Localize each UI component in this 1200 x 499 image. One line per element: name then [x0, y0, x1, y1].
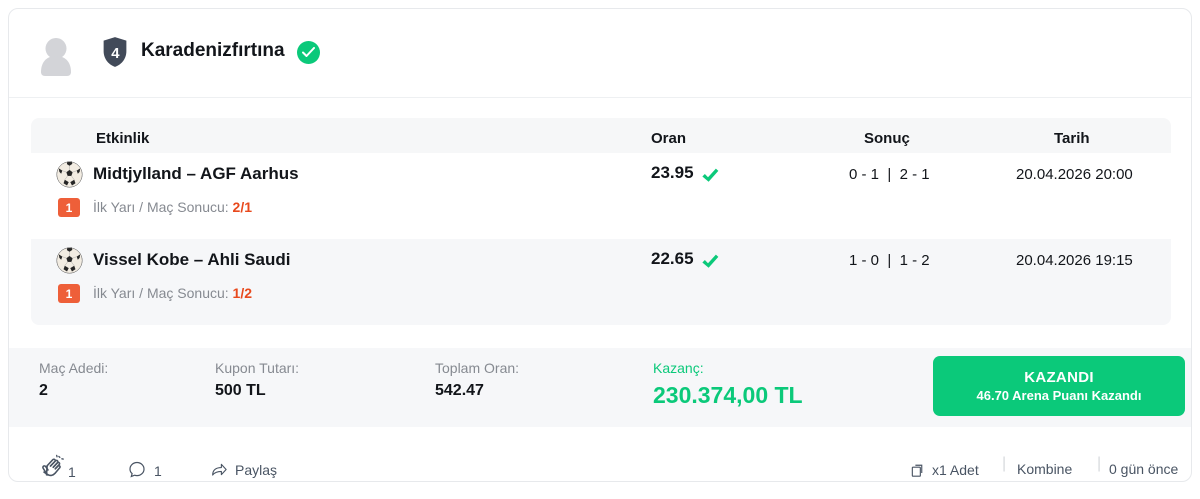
svg-text:4: 4: [111, 46, 120, 62]
